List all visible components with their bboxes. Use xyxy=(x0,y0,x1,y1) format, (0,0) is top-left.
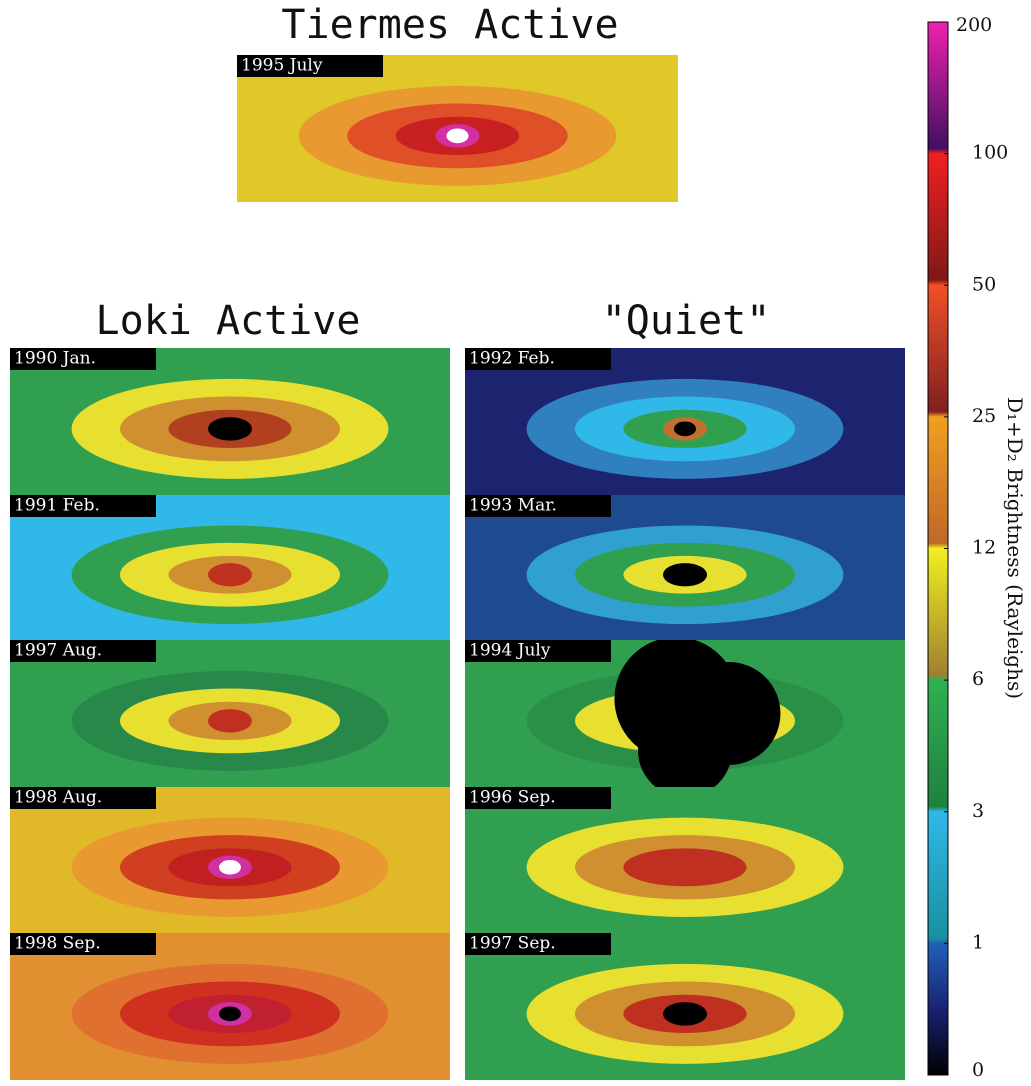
colorbar-tick-label: 200 xyxy=(956,14,992,36)
panel-label: 1997 Aug. xyxy=(14,641,102,661)
colorbar-tick-label: 25 xyxy=(972,405,996,427)
image-panel: 1998 Aug. xyxy=(10,787,450,933)
panel-label: 1990 Jan. xyxy=(14,349,96,369)
colorbar-tick-label: 100 xyxy=(972,142,1008,164)
colorbar-tick-label: 6 xyxy=(972,668,984,690)
image-panel: 1991 Feb. xyxy=(10,495,450,640)
colorbar-tick-label: 3 xyxy=(972,800,984,822)
panel-label: 1995 July xyxy=(241,56,323,76)
image-panel: 1990 Jan. xyxy=(10,348,450,495)
group-title: "Quiet" xyxy=(602,298,771,344)
group-title: Tiermes Active xyxy=(281,2,618,48)
emission-contour xyxy=(219,860,241,875)
emission-contour xyxy=(446,129,468,144)
colorbar-tick-label: 50 xyxy=(972,273,996,295)
image-panel: 1998 Sep. xyxy=(10,933,450,1080)
panel-label: 1992 Feb. xyxy=(469,349,555,369)
emission-contour xyxy=(674,422,696,437)
panel-label: 1991 Feb. xyxy=(14,496,100,516)
colorbar-tick-label: 1 xyxy=(972,931,984,953)
emission-contour xyxy=(208,709,252,733)
image-panel: 1996 Sep. xyxy=(465,787,905,933)
figure: D₁+D₂ Brightness (Rayleighs) Tiermes Act… xyxy=(0,0,1031,1086)
colorbar-label: D₁+D₂ Brightness (Rayleighs) xyxy=(1003,397,1027,699)
image-panel: 1995 July xyxy=(237,55,678,202)
panel-label: 1993 Mar. xyxy=(469,496,557,516)
image-panel: 1997 Aug. xyxy=(10,640,450,787)
emission-contour xyxy=(623,848,746,886)
emission-contour xyxy=(219,1007,241,1022)
image-panel: 1994 July xyxy=(465,637,905,797)
emission-contour xyxy=(208,417,252,441)
panel-label: 1996 Sep. xyxy=(469,788,556,808)
panel-label: 1998 Aug. xyxy=(14,788,102,808)
image-panel: 1997 Sep. xyxy=(465,933,905,1080)
emission-contour xyxy=(663,1002,707,1026)
image-panel: 1992 Feb. xyxy=(465,348,905,495)
colorbar-tick-label: 12 xyxy=(972,537,996,559)
colorbar-tick-label: 0 xyxy=(972,1059,984,1081)
panel-label: 1994 July xyxy=(469,641,551,661)
panel-label: 1997 Sep. xyxy=(469,934,556,954)
occulted-region xyxy=(638,703,732,797)
group-title: Loki Active xyxy=(96,298,361,344)
image-panel: 1993 Mar. xyxy=(465,495,905,640)
panel-label: 1998 Sep. xyxy=(14,934,101,954)
emission-contour xyxy=(208,563,252,586)
emission-contour xyxy=(663,563,707,586)
